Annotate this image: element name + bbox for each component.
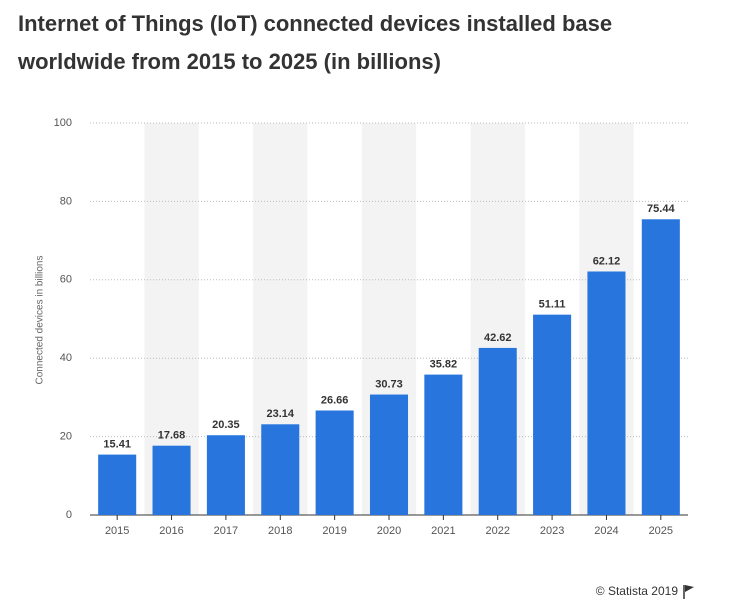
y-tick-label: 80: [60, 195, 72, 207]
value-label: 30.73: [375, 378, 403, 390]
x-tick-label: 2023: [540, 525, 564, 537]
x-tick-label: 2021: [431, 525, 455, 537]
bar: [369, 394, 409, 515]
bar: [641, 219, 680, 515]
chart-title: worldwide from 2015 to 2025 (in billions…: [17, 49, 441, 74]
value-label: 35.82: [430, 358, 458, 370]
x-tick-label: 2025: [649, 525, 673, 537]
y-tick-label: 100: [54, 117, 72, 129]
bar: [98, 454, 137, 515]
x-tick-label: 2016: [159, 525, 183, 537]
bar: [587, 271, 626, 515]
value-label: 23.14: [267, 408, 295, 420]
value-label: 51.11: [539, 299, 566, 311]
x-tick-label: 2017: [214, 525, 238, 537]
x-tick-label: 2024: [594, 525, 618, 537]
value-label: 17.68: [158, 430, 186, 442]
y-tick-label: 0: [66, 509, 72, 521]
bar: [533, 314, 572, 515]
x-tick-label: 2015: [105, 525, 129, 537]
bar: [315, 410, 354, 515]
y-tick-label: 40: [60, 352, 72, 364]
value-label: 75.44: [647, 203, 675, 215]
flag-icon: [683, 585, 694, 599]
chart-title: Internet of Things (IoT) connected devic…: [18, 11, 612, 36]
bar: [424, 374, 463, 515]
value-label: 42.62: [484, 332, 512, 344]
y-tick-label: 20: [60, 431, 72, 443]
bar: [478, 347, 517, 515]
x-tick-label: 2019: [322, 525, 346, 537]
bar: [206, 435, 245, 515]
y-axis-label: Connected devices in billions: [35, 256, 46, 385]
bar: [261, 424, 300, 515]
value-label: 62.12: [593, 255, 621, 267]
value-label: 26.66: [321, 394, 349, 406]
x-tick-label: 2020: [377, 525, 401, 537]
value-label: 15.41: [103, 438, 131, 450]
x-tick-label: 2022: [485, 525, 509, 537]
bar: [152, 445, 191, 515]
value-label: 20.35: [212, 419, 240, 431]
y-tick-label: 60: [60, 274, 72, 286]
source: © Statista 2019: [596, 584, 679, 598]
x-tick-label: 2018: [268, 525, 292, 537]
